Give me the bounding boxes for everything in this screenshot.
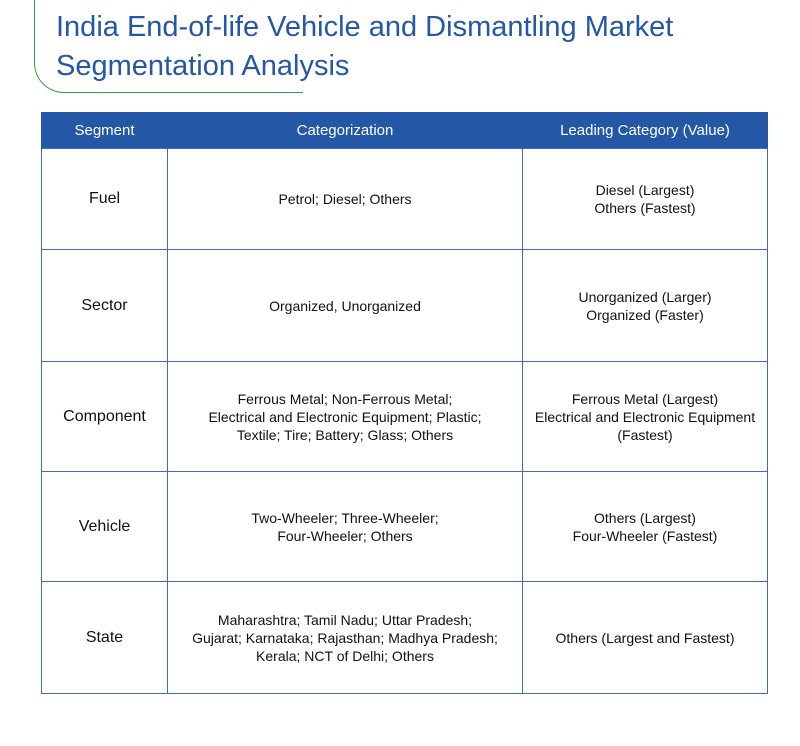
title-line-2: Segmentation Analysis: [56, 50, 350, 82]
cell-line: Petrol; Diesel; Others: [278, 191, 412, 207]
leading-cell: Others (Largest) Four-Wheeler (Fastest): [522, 471, 768, 582]
categorization-cell: Maharashtra; Tamil Nadu; Uttar Pradesh; …: [167, 581, 523, 694]
table-row: State Maharashtra; Tamil Nadu; Uttar Pra…: [41, 581, 768, 694]
table-header-row: Segment Categorization Leading Category …: [41, 112, 768, 149]
cell-line: Others (Fastest): [594, 200, 696, 216]
cell-line: Others (Largest): [594, 509, 696, 526]
title-frame-accent: [34, 0, 303, 93]
table-row: Component Ferrous Metal; Non-Ferrous Met…: [41, 361, 768, 472]
cell-line: Ferrous Metal; Non-Ferrous Metal;: [237, 390, 453, 407]
cell-line: (Fastest): [617, 426, 673, 443]
table-row: Fuel Petrol; Diesel; Others Diesel (Larg…: [41, 148, 768, 250]
categorization-cell: Organized, Unorganized: [167, 249, 523, 362]
cell-line: Ferrous Metal (Largest): [571, 390, 719, 407]
leading-cell: Ferrous Metal (Largest) Electrical and E…: [522, 361, 768, 472]
table-row: Sector Organized, Unorganized Unorganize…: [41, 249, 768, 362]
header-segment: Segment: [41, 112, 168, 149]
segment-cell: Component: [41, 361, 168, 472]
cell-line: Two-Wheeler; Three-Wheeler;: [251, 509, 439, 526]
cell-line: Textile; Tire; Battery; Glass; Others: [236, 426, 454, 443]
header-categorization: Categorization: [167, 112, 523, 149]
page-title: India End-of-life Vehicle and Dismantlin…: [56, 8, 776, 86]
table-row: Vehicle Two-Wheeler; Three-Wheeler; Four…: [41, 471, 768, 582]
cell-line: Organized (Faster): [586, 306, 704, 323]
cell-line: Organized, Unorganized: [269, 297, 421, 314]
cell-line: Kerala; NCT of Delhi; Others: [256, 647, 434, 664]
cell-line: Electrical and Electronic Equipment; Pla…: [208, 408, 482, 425]
leading-cell: Diesel (Largest) Others (Fastest): [522, 148, 768, 250]
cell-line: Diesel (Largest): [595, 182, 695, 198]
header-leading-category: Leading Category (Value): [522, 112, 768, 149]
cell-line: Four-Wheeler (Fastest): [572, 527, 718, 544]
segment-cell: Sector: [41, 249, 168, 362]
categorization-cell: Petrol; Diesel; Others: [167, 148, 523, 250]
cell-line: Maharashtra; Tamil Nadu; Uttar Pradesh;: [217, 611, 473, 628]
cell-line: Unorganized (Larger): [578, 288, 712, 305]
cell-line: Electrical and Electronic Equipment: [534, 408, 756, 425]
leading-cell: Unorganized (Larger) Organized (Faster): [522, 249, 768, 362]
cell-line: Others (Largest and Fastest): [555, 629, 735, 646]
segment-cell: Vehicle: [41, 471, 168, 582]
categorization-cell: Ferrous Metal; Non-Ferrous Metal; Electr…: [167, 361, 523, 472]
leading-cell: Others (Largest and Fastest): [522, 581, 768, 694]
segmentation-table: Segment Categorization Leading Category …: [41, 112, 768, 694]
cell-line: Four-Wheeler; Others: [277, 527, 413, 544]
segment-cell: Fuel: [41, 148, 168, 250]
segment-cell: State: [41, 581, 168, 694]
categorization-cell: Two-Wheeler; Three-Wheeler; Four-Wheeler…: [167, 471, 523, 582]
title-line-1: India End-of-life Vehicle and Dismantlin…: [56, 11, 674, 43]
cell-line: Gujarat; Karnataka; Rajasthan; Madhya Pr…: [192, 629, 498, 646]
